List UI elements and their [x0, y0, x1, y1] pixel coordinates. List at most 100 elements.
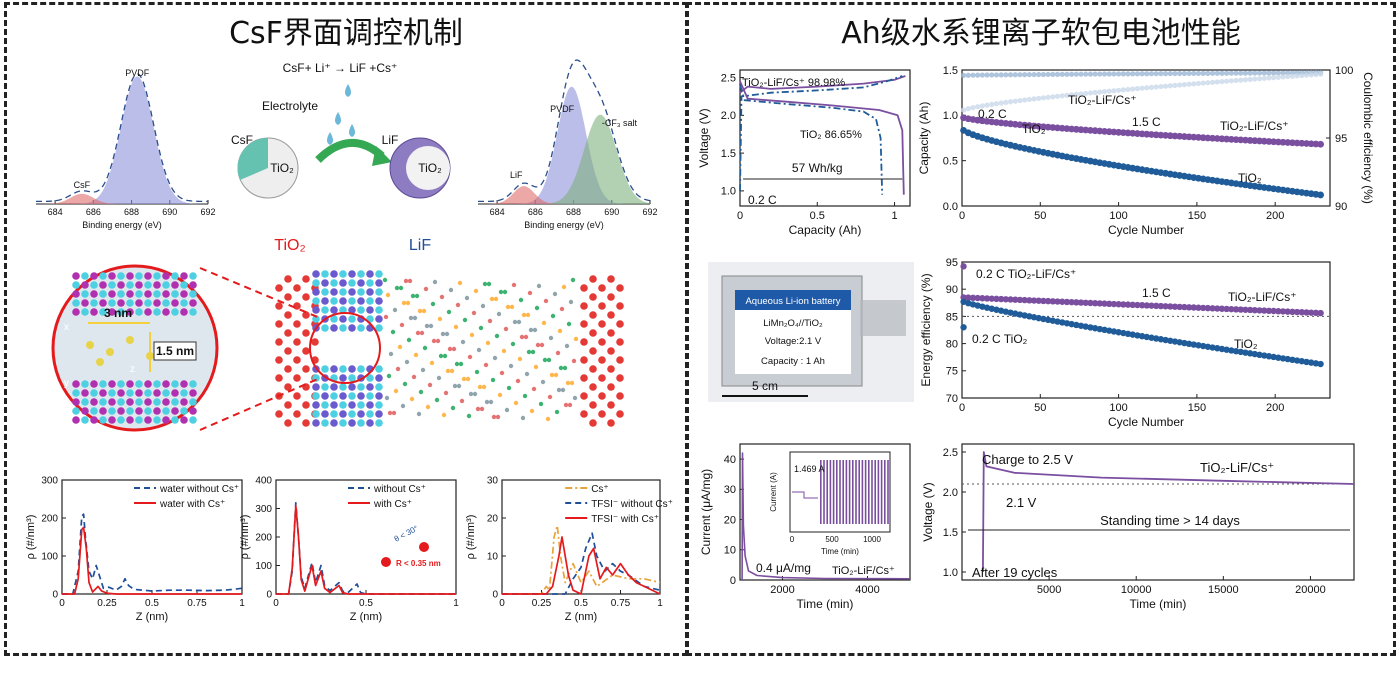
- current-inset-cycle: [871, 460, 873, 524]
- md-tio2-left-slab-atom: [293, 293, 301, 301]
- md-tio2-left-slab-atom: [293, 284, 301, 292]
- zoom-lif-top-atom: [189, 290, 197, 298]
- ee-point: [1312, 309, 1320, 317]
- cycle-point: [965, 106, 971, 112]
- cycle-point: [1064, 71, 1070, 77]
- cycle-point: [1125, 71, 1131, 77]
- md-tio2-right-slab-atom: [616, 311, 624, 319]
- zoom-lif-top-atom: [162, 281, 170, 289]
- left-panel-title: CsF界面调控机制: [229, 16, 463, 51]
- md-tio2-right-slab-atom: [580, 311, 588, 319]
- cycle-point: [1064, 92, 1070, 98]
- cycle-point: [1181, 82, 1187, 88]
- md-tio2-left-slab-atom: [284, 374, 292, 382]
- ee-point: [1275, 354, 1282, 361]
- zoom-lif-top-atom: [126, 272, 134, 280]
- md-tio2-left-slab-atom: [284, 284, 292, 292]
- md-electrolyte-molecule: [506, 385, 512, 391]
- ee-point: [1167, 303, 1174, 310]
- md-lif-top-block-atom: [366, 297, 374, 305]
- current-inset-cycle: [852, 460, 854, 524]
- energy_efficiency-x-tick-label: 0: [959, 402, 965, 414]
- rdf2-inset-atom-b: [419, 542, 429, 552]
- rdf2-x-tick-label: 1: [453, 598, 459, 609]
- md-lif-bottom-block-atom: [348, 419, 356, 427]
- current-inset-cycle: [858, 460, 860, 524]
- md-electrolyte-molecule: [403, 278, 409, 284]
- md-lif-top-block-atom: [366, 279, 374, 287]
- current-inset-cycle: [877, 460, 880, 524]
- md-tio2-right-slab-atom: [607, 383, 615, 391]
- md-tio2-right-slab-atom: [607, 356, 615, 364]
- ee-point: [1303, 358, 1310, 366]
- md-electrolyte-molecule: [519, 334, 525, 340]
- cycle-point: [984, 72, 990, 78]
- cycle-point: [1026, 71, 1032, 78]
- md-tio2-left-slab-atom: [302, 302, 310, 310]
- ee-point: [1106, 300, 1113, 308]
- zoom-lif-bottom-atom: [126, 380, 134, 388]
- ee-point: [1289, 308, 1296, 316]
- cycle-point: [965, 72, 971, 78]
- ee-point: [1143, 302, 1150, 309]
- cycle-point: [1158, 71, 1164, 77]
- axis-y-label: y: [64, 378, 69, 389]
- xps1-x-tick-label: 688: [124, 207, 139, 217]
- rdf1-legend-label: water without Cs⁺: [159, 484, 239, 495]
- md-lif-bottom-block-atom: [312, 383, 320, 391]
- cycle-series-3: [960, 71, 1324, 113]
- voltage_capacity-x-label: Capacity (Ah): [789, 223, 862, 237]
- md-electrolyte-molecule: [440, 331, 446, 337]
- cycle-point: [1313, 71, 1319, 78]
- zoom-lif-bottom-atom: [126, 389, 134, 397]
- md-tio2-left-slab-atom: [275, 329, 283, 337]
- md-electrolyte-molecule: [393, 388, 399, 394]
- md-electrolyte-molecule: [429, 360, 435, 366]
- md-lif-top-block-atom: [321, 270, 329, 278]
- current-inset-xlabel: Time (min): [821, 547, 859, 556]
- md-tio2-right-slab-atom: [598, 329, 606, 337]
- ee-point: [1059, 298, 1066, 305]
- zoom-lif-top-atom: [117, 281, 125, 289]
- ee-point: [1035, 297, 1042, 304]
- cycle-point: [1280, 74, 1286, 80]
- md-lif-bottom-block-atom: [366, 374, 374, 382]
- cycle-point: [1111, 71, 1117, 77]
- cycle-point: [1285, 70, 1291, 76]
- zoom-lif-bottom-atom: [135, 416, 143, 424]
- md-tio2-right-slab-atom: [616, 374, 624, 382]
- ee-label-tio2-low: 0.2 C TiO₂: [972, 332, 1028, 346]
- md-tio2-left-slab-atom: [311, 347, 319, 355]
- rdf3-series-1: [502, 532, 661, 595]
- zoom-lif-top: [72, 272, 197, 316]
- md-tio2-right-slab-atom: [589, 320, 597, 328]
- vc-label-rate: 0.2 C: [748, 193, 777, 207]
- cycle-point: [1148, 84, 1155, 90]
- ee-point: [1293, 308, 1301, 316]
- zoom-lif-bottom-atom: [144, 380, 152, 388]
- ee-point: [1232, 347, 1240, 355]
- md-electrolyte-molecule: [466, 413, 472, 419]
- cycle-point: [1205, 80, 1211, 86]
- cycle-point: [1177, 82, 1183, 88]
- md-electrolyte-molecule: [510, 341, 516, 347]
- md-electrolyte-molecule: [534, 305, 540, 311]
- ee-first-point-lif: [960, 263, 967, 270]
- ee-point: [1138, 302, 1146, 309]
- ee-point: [1110, 300, 1118, 308]
- md-lif-top-block-atom: [330, 270, 338, 278]
- ee-point: [965, 294, 972, 301]
- zoom-lif-bottom-atom: [126, 407, 134, 415]
- ee-point: [1209, 305, 1216, 312]
- cycle-point: [1285, 73, 1291, 80]
- md-electrolyte-molecule: [474, 369, 480, 375]
- zoom-lif-bottom-atom: [135, 398, 143, 406]
- zoom-lif-bottom-atom: [99, 389, 107, 397]
- ee-point: [1270, 307, 1277, 315]
- md-lif-top-block-atom: [330, 315, 338, 323]
- md-electrolyte-molecule: [411, 374, 417, 380]
- cycle_capacity-x-tick-label: 50: [1034, 210, 1046, 222]
- md-tio2-left-slab-atom: [293, 338, 301, 346]
- cycle-point: [1233, 77, 1239, 84]
- current-inset-cycle: [839, 460, 841, 524]
